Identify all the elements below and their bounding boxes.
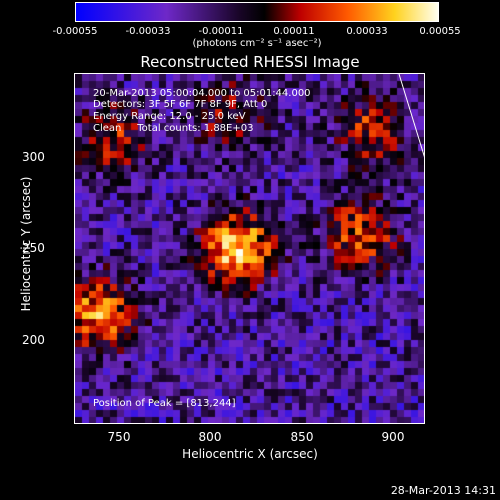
y-tick-label: 300 xyxy=(22,150,45,164)
info-detectors: Detectors: 3F 5F 6F 7F 8F 9F, Att 0 xyxy=(93,99,268,110)
y-axis-label: Heliocentric Y (arcsec) xyxy=(19,176,33,312)
colorbar xyxy=(75,2,439,22)
footer-timestamp: 28-Mar-2013 14:31 xyxy=(390,484,496,497)
colorbar-units: (photons cm⁻² s⁻¹ asec⁻²) xyxy=(192,38,322,49)
heatmap-image xyxy=(75,74,424,423)
x-tick-label: 800 xyxy=(198,430,222,444)
colorbar-tick: 0.00033 xyxy=(346,26,388,37)
x-tick-label: 900 xyxy=(381,430,405,444)
x-tick-label: 750 xyxy=(107,430,131,444)
x-tick-label: 850 xyxy=(290,430,314,444)
colorbar-tick: -0.00055 xyxy=(52,26,98,37)
colorbar-tick: 0.00011 xyxy=(273,26,315,37)
info-clean-counts: Clean Total counts: 1.88E+03 xyxy=(93,123,254,134)
y-tick-label: 200 xyxy=(22,333,45,347)
colorbar-tick: -0.00011 xyxy=(198,26,244,37)
info-energy-range: Energy Range: 12.0 - 25.0 keV xyxy=(93,111,246,122)
info-time-range: 20-Mar-2013 05:00:04.000 to 05:01:44.000 xyxy=(93,88,311,99)
colorbar-tick: -0.00033 xyxy=(125,26,171,37)
colorbar-tick: 0.00055 xyxy=(419,26,461,37)
x-axis-label: Heliocentric X (arcsec) xyxy=(182,447,318,461)
limb-line xyxy=(398,74,424,158)
chart-title: Reconstructed RHESSI Image xyxy=(140,53,360,71)
plot-area xyxy=(74,73,425,424)
peak-position: Position of Peak = [813,244] xyxy=(93,398,236,409)
y-tick-label: 250 xyxy=(22,241,45,255)
